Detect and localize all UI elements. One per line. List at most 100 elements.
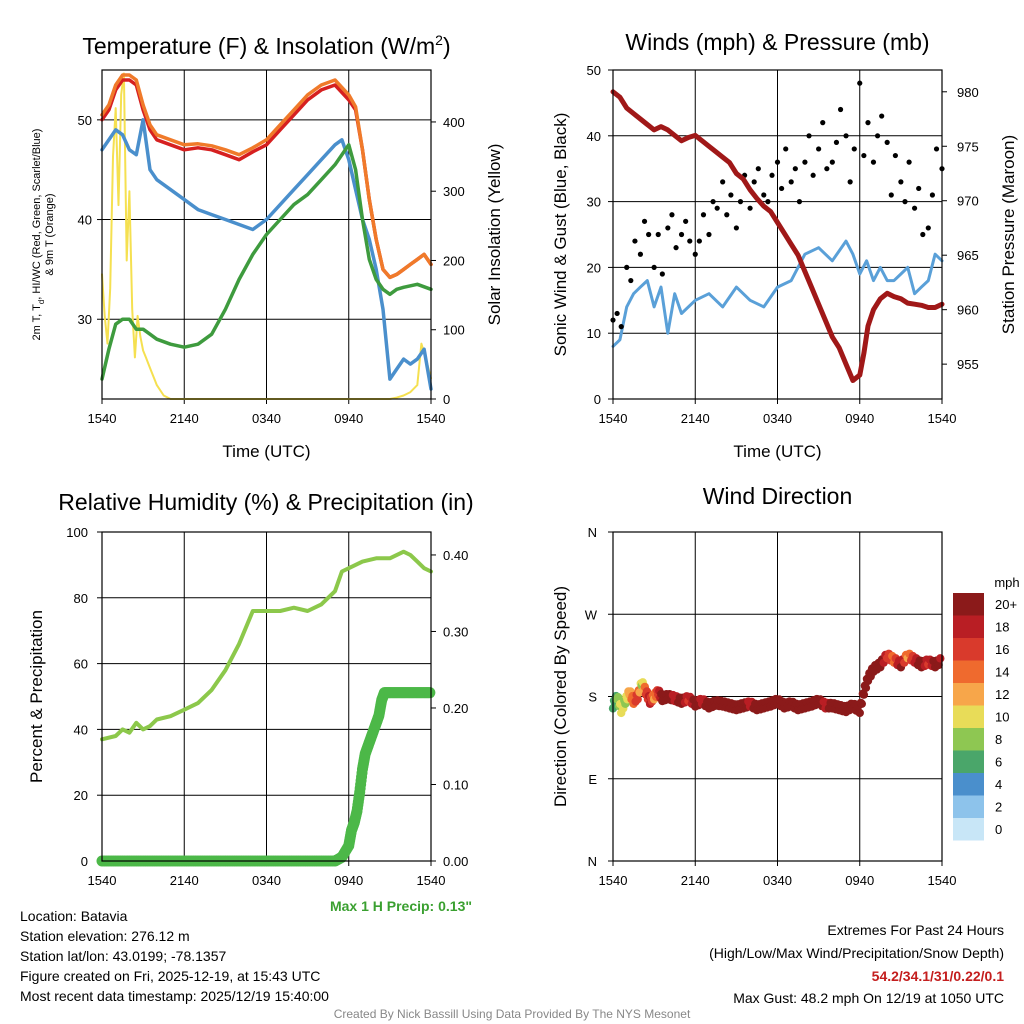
wind-ytick-label: 20	[587, 260, 601, 275]
wind-y2tick-label: 965	[957, 248, 979, 263]
wdir-ytick-label: N	[588, 854, 597, 869]
rh-y2tick-label: 0.00	[443, 854, 468, 869]
wind-y2tick-label: 970	[957, 194, 979, 209]
gust-point	[851, 146, 857, 152]
rh-xtick-label: 0940	[334, 873, 363, 888]
temp-ytick-label: 40	[78, 213, 92, 228]
gust-point	[651, 264, 657, 270]
wind-chart-title: Winds (mph) & Pressure (mb)	[625, 29, 929, 55]
wind-panel: 1540 2140 0340 0940 1540 0 10 20 30 40 50 955 960 965…	[551, 29, 1018, 461]
gust-point	[898, 179, 904, 185]
rh-ytick-label: 40	[74, 722, 88, 737]
legend-swatch	[953, 705, 984, 728]
gust-point	[824, 166, 830, 172]
wind-xtick-label: 1540	[928, 411, 957, 426]
gust-point	[761, 192, 767, 198]
wind-frame	[612, 69, 943, 400]
temp-ylabel-line2: & 9m T (Orange)	[44, 193, 56, 275]
gust-point	[733, 225, 739, 231]
temp-xtick-label: 2140	[170, 411, 199, 426]
legend-swatch	[953, 750, 984, 773]
gust-point	[624, 264, 630, 270]
wdir-frame	[612, 531, 943, 862]
station-info: Location: Batavia Station elevation: 276…	[20, 906, 329, 1006]
legend-swatch	[953, 638, 984, 661]
gust-point	[788, 179, 794, 185]
legend-swatch	[953, 795, 984, 818]
extremes-subheading: (High/Low/Max Wind/Precipitation/Snow De…	[709, 945, 1004, 961]
wdir-ytick-label: S	[588, 690, 597, 705]
gust-point	[769, 172, 775, 178]
legend-label: 6	[995, 755, 1002, 770]
gust-point	[933, 146, 940, 152]
rh-ylabel: Percent & Precipitation	[27, 610, 46, 783]
wdir-xtick-label: 2140	[681, 873, 710, 888]
gust-point	[755, 166, 761, 172]
gust-point	[659, 271, 665, 277]
gust-point	[816, 146, 822, 152]
gust-point	[614, 310, 620, 317]
legend-label: 10	[995, 710, 1009, 725]
gust-point	[916, 185, 922, 192]
wind-ytick-label: 50	[587, 63, 601, 78]
gust-point	[710, 199, 716, 205]
gust-point	[843, 133, 849, 139]
direction-point	[855, 708, 864, 718]
rh-y2tick-label: 0.20	[443, 701, 468, 716]
temp-title-sup: 2	[435, 32, 443, 48]
wind-series-pressure	[610, 89, 945, 383]
gust-point	[669, 212, 675, 218]
rh-frame	[101, 531, 432, 862]
station-latlon: Station lat/lon: 43.0199; -78.1357	[20, 948, 227, 964]
wind-xtick-label: 2140	[681, 411, 710, 426]
wind-y2tick-label: 975	[957, 139, 979, 154]
gust-point	[802, 159, 808, 165]
gust-point	[618, 324, 624, 330]
direction-point	[613, 692, 623, 702]
rh-ytick-label: 100	[66, 525, 88, 540]
gust-point	[737, 199, 744, 205]
legend-label: 2	[995, 800, 1002, 815]
temp-series-temp9m	[100, 73, 433, 280]
gust-point	[820, 120, 826, 126]
rh-xtick-label: 2140	[170, 873, 199, 888]
credit-line: Created By Nick Bassill Using Data Provi…	[333, 1007, 691, 1021]
gust-point	[929, 192, 936, 198]
wind-y2tick-label: 980	[957, 85, 979, 100]
precip-annotation: Max 1 H Precip: 0.13"	[330, 898, 472, 914]
wind-series-wind	[611, 239, 944, 348]
wdir-chart-title: Wind Direction	[703, 483, 853, 509]
precip-point	[424, 687, 436, 699]
temp-y2tick-label: 200	[443, 253, 465, 268]
wind-xtick-label: 0940	[845, 411, 874, 426]
station-location: Location: Batavia	[20, 908, 128, 924]
temp-y2tick-label: 100	[443, 323, 465, 338]
gust-point	[692, 251, 698, 257]
temp-frame	[101, 69, 432, 400]
direction-point	[861, 683, 871, 693]
recent-timestamp: Most recent data timestamp: 2025/12/19 1…	[20, 988, 329, 1004]
temp-ylabel-sub: d	[37, 300, 46, 304]
gust-point	[892, 152, 898, 159]
rh-y2tick-label: 0.10	[443, 777, 468, 792]
legend-label: 16	[995, 642, 1009, 657]
legend-label: 4	[995, 777, 1002, 792]
rh-ytick-label: 20	[74, 788, 88, 803]
legend-label: 0	[995, 822, 1002, 837]
temp-y2tick-label: 400	[443, 115, 465, 130]
gust-point	[687, 238, 693, 244]
speed-legend: mph 20+ 18 16 14 12 10 8 6 4 2 0	[953, 575, 1020, 841]
temp-xtick-label: 0940	[334, 411, 363, 426]
direction-point	[633, 695, 642, 704]
legend-swatch	[953, 683, 984, 706]
temp-series-hiwc	[100, 118, 433, 391]
gust-point	[646, 231, 652, 238]
wind-y2tick-label: 955	[957, 357, 979, 372]
temp-ylabel-line1: 2m T, Td, HI/WC (Red, Green, Scarlet/Blu…	[31, 129, 46, 341]
rh-ytick-label: 0	[81, 854, 88, 869]
direction-point	[936, 654, 945, 663]
gust-point	[641, 218, 648, 224]
gust-point	[779, 185, 785, 192]
wind-y2tick-label: 960	[957, 303, 979, 318]
